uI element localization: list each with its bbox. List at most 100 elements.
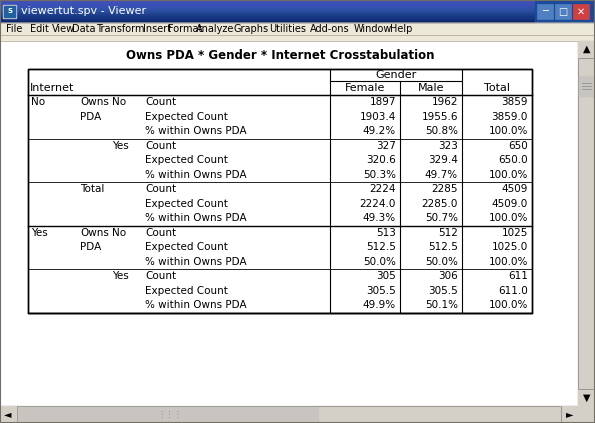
Text: 512: 512 <box>438 228 458 238</box>
Text: 3859: 3859 <box>502 97 528 107</box>
Text: 49.7%: 49.7% <box>425 170 458 180</box>
Text: ▼: ▼ <box>583 393 590 403</box>
Bar <box>0 7 535 9</box>
Text: Data: Data <box>72 24 96 33</box>
Text: 611: 611 <box>508 271 528 281</box>
Text: Expected Count: Expected Count <box>145 112 228 122</box>
Text: View: View <box>52 24 75 33</box>
Text: Help: Help <box>390 24 412 33</box>
Bar <box>3 5 16 18</box>
Text: 3859.0: 3859.0 <box>491 112 528 122</box>
Bar <box>28 69 532 313</box>
Bar <box>578 41 595 406</box>
Bar <box>578 41 595 58</box>
Bar <box>0 406 17 423</box>
Text: 2224: 2224 <box>369 184 396 194</box>
Text: Analyze: Analyze <box>196 24 234 33</box>
Bar <box>0 3 535 4</box>
Text: 50.0%: 50.0% <box>425 257 458 267</box>
Bar <box>579 76 594 96</box>
Text: Expected Count: Expected Count <box>145 242 228 252</box>
Text: Owns: Owns <box>80 97 109 107</box>
Text: 329.4: 329.4 <box>428 155 458 165</box>
Text: Yes: Yes <box>112 271 129 281</box>
Text: 650.0: 650.0 <box>499 155 528 165</box>
Text: ⋮⋮⋮: ⋮⋮⋮ <box>158 410 183 419</box>
Text: 320.6: 320.6 <box>367 155 396 165</box>
Text: Count: Count <box>145 271 176 281</box>
Bar <box>0 20 535 22</box>
Text: Yes: Yes <box>31 228 48 238</box>
Text: Transform: Transform <box>96 24 145 33</box>
Text: 1025: 1025 <box>502 228 528 238</box>
Bar <box>0 22 595 35</box>
Bar <box>0 41 578 406</box>
Bar <box>578 41 595 406</box>
Text: 2224.0: 2224.0 <box>359 199 396 209</box>
Text: Insert: Insert <box>143 24 171 33</box>
Bar <box>535 0 595 22</box>
Text: 2285.0: 2285.0 <box>422 199 458 209</box>
Text: ▲: ▲ <box>583 44 590 54</box>
Text: Edit: Edit <box>30 24 49 33</box>
Bar <box>0 5 535 7</box>
Text: ✕: ✕ <box>577 6 585 16</box>
Bar <box>0 4 535 5</box>
Text: No: No <box>31 97 45 107</box>
Text: Format: Format <box>168 24 202 33</box>
Bar <box>18 407 318 422</box>
Text: 100.0%: 100.0% <box>488 300 528 310</box>
Text: Male: Male <box>418 83 444 93</box>
Text: 50.7%: 50.7% <box>425 213 458 223</box>
Text: % within Owns PDA: % within Owns PDA <box>145 213 246 223</box>
Text: 305: 305 <box>376 271 396 281</box>
Bar <box>0 14 535 15</box>
Text: 4509.0: 4509.0 <box>491 199 528 209</box>
Text: PDA: PDA <box>80 242 101 252</box>
Text: □: □ <box>558 6 568 16</box>
Bar <box>0 11 535 13</box>
Text: PDA: PDA <box>80 112 101 122</box>
Text: Internet: Internet <box>30 83 74 93</box>
Bar <box>0 9 535 11</box>
Text: 323: 323 <box>438 141 458 151</box>
Text: 1955.6: 1955.6 <box>421 112 458 122</box>
Text: File: File <box>6 24 23 33</box>
Bar <box>0 16 535 18</box>
Text: S: S <box>7 8 12 14</box>
Text: 513: 513 <box>376 228 396 238</box>
Text: 1903.4: 1903.4 <box>359 112 396 122</box>
Text: Count: Count <box>145 228 176 238</box>
Bar <box>0 0 535 2</box>
Text: Total: Total <box>80 184 104 194</box>
Text: 100.0%: 100.0% <box>488 126 528 136</box>
Text: 50.3%: 50.3% <box>363 170 396 180</box>
Text: 305.5: 305.5 <box>428 286 458 296</box>
Bar <box>0 35 595 41</box>
Text: viewertut.spv - Viewer: viewertut.spv - Viewer <box>21 6 146 16</box>
Bar <box>4 6 15 17</box>
Text: 306: 306 <box>439 271 458 281</box>
Bar <box>537 4 553 19</box>
Bar <box>0 13 535 14</box>
Text: 49.2%: 49.2% <box>363 126 396 136</box>
Bar <box>0 8 535 10</box>
Bar <box>0 11 535 12</box>
Bar <box>0 406 578 423</box>
Bar <box>0 19 535 21</box>
Text: ◄: ◄ <box>4 409 12 420</box>
Text: No: No <box>112 97 126 107</box>
Text: Add-ons: Add-ons <box>310 24 350 33</box>
Bar <box>578 406 595 423</box>
Bar <box>0 2 535 3</box>
Bar <box>0 18 535 20</box>
Text: Owns: Owns <box>80 228 109 238</box>
Text: 49.9%: 49.9% <box>363 300 396 310</box>
Text: 305.5: 305.5 <box>367 286 396 296</box>
Text: Utilities: Utilities <box>269 24 306 33</box>
Text: 4509: 4509 <box>502 184 528 194</box>
Text: 50.1%: 50.1% <box>425 300 458 310</box>
Text: 512.5: 512.5 <box>366 242 396 252</box>
Text: Graphs: Graphs <box>234 24 269 33</box>
Bar <box>0 15 535 16</box>
